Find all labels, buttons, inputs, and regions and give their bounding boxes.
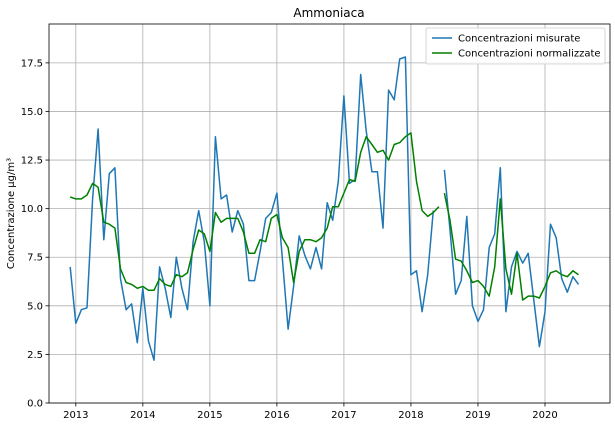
x-tick-label: 2019 — [465, 410, 490, 421]
x-tick-label: 2016 — [264, 410, 289, 421]
legend-box — [425, 27, 606, 65]
y-tick-label: 2.5 — [27, 350, 43, 361]
y-axis-title: Concentrazione μg/m³ — [6, 158, 17, 269]
x-tick-label: 2014 — [130, 410, 155, 421]
x-tick-label: 2020 — [532, 410, 557, 421]
x-tick-label: 2018 — [398, 410, 423, 421]
chart-title: Ammoniaca — [293, 6, 364, 20]
legend-label: Concentrazioni misurate — [458, 34, 580, 45]
x-tick-label: 2013 — [63, 410, 88, 421]
series-line-1 — [69, 56, 580, 361]
x-axis: 2013 2014 2015 2016 2017 2018 2019 2020 — [63, 403, 558, 421]
y-tick-label: 10.0 — [21, 204, 43, 215]
y-axis: 0.0 2.5 5.0 7.5 10.0 12.5 15.0 17.5 — [21, 58, 49, 410]
series-line-2 — [69, 132, 579, 301]
y-tick-label: 12.5 — [21, 156, 43, 167]
plot-frame — [48, 23, 611, 404]
y-tick-label: 15.0 — [21, 107, 43, 118]
y-tick-label: 0.0 — [27, 399, 43, 410]
y-tick-label: 17.5 — [21, 58, 43, 69]
legend: Concentrazioni misurate Concentrazioni no… — [425, 27, 606, 65]
y-tick-label: 5.0 — [27, 301, 43, 312]
legend-label: Concentrazioni normalizzate — [458, 49, 601, 60]
x-tick-label: 2017 — [331, 410, 356, 421]
x-tick-label: 2015 — [197, 410, 222, 421]
series-layer — [69, 56, 580, 361]
y-tick-label: 7.5 — [27, 253, 43, 264]
